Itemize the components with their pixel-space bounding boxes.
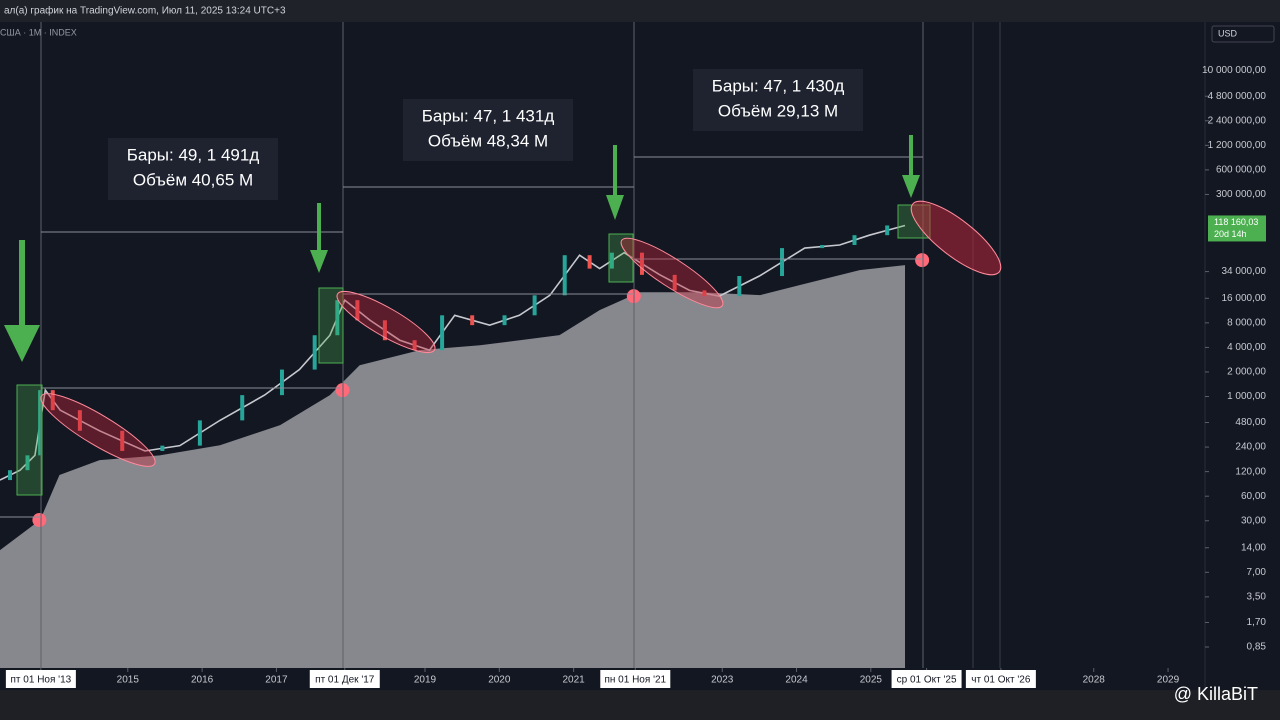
currency[interactable]: USD [1218, 28, 1238, 38]
x-tick-label: 2024 [785, 675, 808, 686]
plot-layer [0, 224, 930, 668]
last-price: 118 160,03 [1214, 217, 1258, 227]
y-tick-label: 600 000,00 [1216, 165, 1266, 176]
red-ellipse [40, 393, 156, 467]
x-tick-box [600, 670, 671, 688]
x-tick-box [309, 670, 380, 688]
annotation-text: Бары: 47, 1 430д [712, 76, 845, 95]
y-tick-label: 4 800 000,00 [1208, 91, 1267, 102]
annotation-text: Объём 29,13 M [718, 101, 838, 120]
green-arrow [902, 135, 920, 198]
price-line [0, 224, 906, 481]
dot [915, 253, 930, 268]
y-tick-label: 240,00 [1235, 442, 1266, 453]
y-tick-label: 2 400 000,00 [1208, 115, 1267, 126]
y-tick-label: 16 000,00 [1222, 293, 1267, 304]
x-tick-label: ср 01 Окт '25 [897, 675, 957, 686]
header-text: ал(а) график на TradingView.com, Июл 11,… [4, 5, 286, 17]
annotation-text: Бары: 47, 1 431д [422, 106, 555, 125]
watermark: @ KillaBiT [1174, 684, 1258, 704]
y-tick-label: 3,50 [1247, 592, 1267, 603]
price-axis [1205, 22, 1280, 690]
x-tick-label: пт 01 Дек '17 [315, 675, 375, 686]
footer [0, 690, 1280, 720]
annotation-box [403, 99, 573, 161]
y-tick-label: 480,00 [1235, 417, 1266, 428]
annotation-text: Объём 40,65 M [133, 170, 253, 189]
y-tick-label: 1 200 000,00 [1208, 140, 1267, 151]
x-tick-box [891, 670, 962, 688]
red-ellipse [336, 290, 436, 354]
green-arrow [606, 145, 624, 220]
x-tick-label: чт 01 Окт '26 [971, 675, 1031, 686]
y-tick-label: 30,00 [1241, 515, 1266, 526]
y-tick-label: 14,00 [1241, 542, 1266, 553]
y-tick-label: 0,85 [1247, 642, 1267, 653]
y-tick-label: 4 000,00 [1227, 342, 1266, 353]
annotation-text: Бары: 49, 1 491д [127, 145, 260, 164]
green-arrow [310, 203, 328, 273]
countdown: 20d 14h [1214, 229, 1247, 239]
y-tick-label: 300 000,00 [1216, 189, 1266, 200]
drawings [0, 22, 1002, 668]
y-tick-label: 34 000,00 [1222, 266, 1267, 277]
green-arrow [4, 240, 40, 362]
red-ellipse [910, 200, 1002, 276]
x-tick-label: пн 01 Ноя '21 [604, 675, 666, 686]
x-tick-label: пт 01 Ноя '13 [11, 675, 72, 686]
y-tick-label: 1 000,00 [1227, 391, 1266, 402]
annotation-text: Объём 48,34 M [428, 131, 548, 150]
green-box [16, 384, 43, 496]
green-box [318, 287, 344, 364]
price-label-box [1208, 215, 1266, 242]
x-tick-label: 2025 [860, 675, 883, 686]
y-tick-label: 1,70 [1247, 617, 1267, 628]
x-tick-label: 2021 [562, 675, 585, 686]
x-tick-box [5, 670, 76, 688]
y-tick-label: 60,00 [1241, 491, 1266, 502]
x-tick-label: 2029 [1157, 675, 1180, 686]
area [0, 265, 906, 668]
x-tick-box [965, 670, 1036, 688]
symbol: США · 1M · INDEX [0, 27, 77, 37]
y-tick-label: 7,00 [1247, 567, 1267, 578]
x-tick-label: 2019 [414, 675, 437, 686]
annotations: Бары: 49, 1 491д Объём 40,65 M Бары: 47, 1… [108, 69, 863, 200]
x-tick-label: 2020 [488, 675, 511, 686]
x-tick-label: 2017 [265, 675, 288, 686]
x-tick-label: 2015 [117, 675, 140, 686]
dot [32, 513, 47, 528]
currency-box[interactable] [1211, 25, 1275, 43]
red-ellipse [620, 237, 724, 309]
annotation-box [108, 138, 278, 200]
annotation-box [693, 69, 863, 131]
y-tick-label: 120,00 [1235, 466, 1266, 477]
x-tick-label: 2028 [1083, 675, 1106, 686]
y-tick-label: 10 000 000,00 [1202, 65, 1266, 76]
header-bar [0, 0, 1280, 22]
y-tick-label: 8 000,00 [1227, 317, 1266, 328]
x-tick-label: 2016 [191, 675, 214, 686]
y-tick-label: 2 000,00 [1227, 367, 1266, 378]
x-tick-label: 2023 [711, 675, 734, 686]
